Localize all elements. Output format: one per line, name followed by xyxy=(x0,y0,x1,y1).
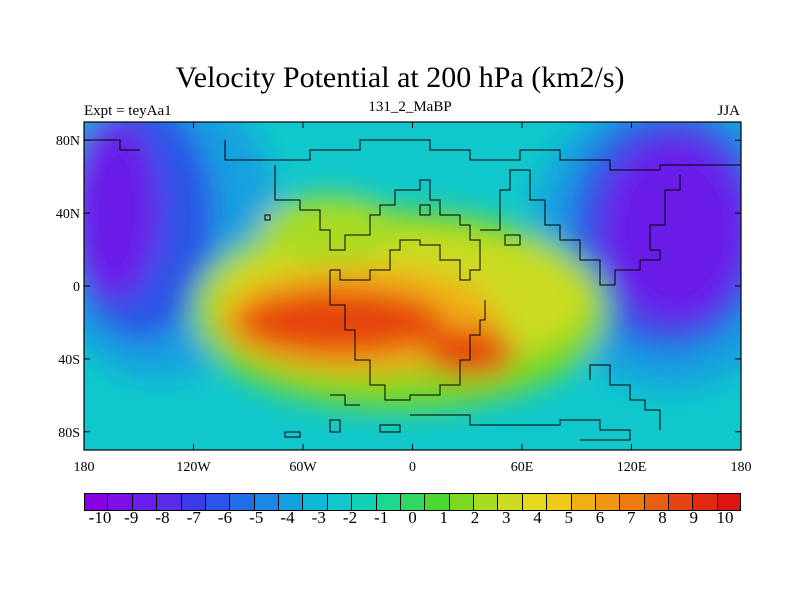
coastlines xyxy=(84,139,741,441)
colorbar-label: -6 xyxy=(217,508,233,527)
y-tick-label: 80S xyxy=(58,426,80,441)
colorbar-label: 9 xyxy=(689,508,699,527)
season-label: JJA xyxy=(717,103,740,119)
colorbar-cell xyxy=(84,493,109,511)
colorbar-cell xyxy=(327,493,353,511)
colorbar-cell xyxy=(376,493,401,511)
colorbar-cell xyxy=(303,493,328,511)
colorbar-cell xyxy=(279,493,304,511)
colorbar-cell xyxy=(571,493,596,511)
colorbar-cell xyxy=(498,493,523,511)
velocity-potential-map: 180 120W 60W 0 60E 120E 180 80N 40N 0 40S 80S xyxy=(56,121,752,475)
colorbar-cell xyxy=(132,493,158,511)
experiment-label: Expt = teyAa1 xyxy=(84,103,172,119)
colorbar-label: 0 xyxy=(408,508,417,527)
colorbar-cell xyxy=(595,493,621,511)
y-tick-label: 0 xyxy=(73,280,80,295)
colorbar-cell xyxy=(425,493,450,511)
y-tick-label: 80N xyxy=(56,134,80,149)
colorbar-label: 1 xyxy=(439,508,449,527)
y-tick-label: 40N xyxy=(56,207,80,222)
colorbar-cell xyxy=(352,493,377,511)
colorbar-cell xyxy=(254,493,279,511)
colorbar-cell xyxy=(547,493,572,511)
x-tick-label: 60W xyxy=(289,460,317,475)
colorbar-cell xyxy=(669,493,694,511)
x-tick-label: 180 xyxy=(731,460,752,475)
colorbar xyxy=(84,493,742,511)
colorbar-label: -10 xyxy=(88,508,112,527)
colorbar-cell xyxy=(157,493,182,511)
colorbar-labels: -10 -9 -8 -7 -6 -5 -4 -3 -2 -1 0 1 2 3 4 5 6 7 8 9 10 xyxy=(0,508,800,532)
x-tick-label: 60E xyxy=(511,460,534,475)
colorbar-label: 6 xyxy=(595,508,605,527)
colorbar-label: 5 xyxy=(564,508,574,527)
colorbar-cell xyxy=(717,493,742,511)
colorbar-label: -3 xyxy=(311,508,326,527)
colorbar-cell xyxy=(181,493,206,511)
colorbar-label: -1 xyxy=(374,508,389,527)
x-tick-label: 120W xyxy=(176,460,211,475)
colorbar-label: -9 xyxy=(124,508,139,527)
colorbar-cell xyxy=(449,493,474,511)
colorbar-label: 7 xyxy=(627,508,636,527)
axis-tick-labels: 180 120W 60W 0 60E 120E 180 80N 40N 0 40S 80S xyxy=(56,134,752,475)
colorbar-label: 10 xyxy=(716,508,734,527)
x-tick-label: 180 xyxy=(74,460,95,475)
colorbar-label: 3 xyxy=(502,508,511,527)
colorbar-label: -2 xyxy=(342,508,358,527)
colorbar-cell xyxy=(620,493,645,511)
y-tick-label: 40S xyxy=(58,353,80,368)
x-tick-label: 120E xyxy=(617,460,647,475)
colorbar-cell xyxy=(474,493,499,511)
colorbar-label: -4 xyxy=(280,508,295,527)
colorbar-cell xyxy=(522,493,548,511)
colorbar-cell xyxy=(108,493,133,511)
contour-field xyxy=(84,122,741,450)
colorbar-label: 8 xyxy=(658,508,667,527)
colorbar-cell xyxy=(644,493,669,511)
run-label: 131_2_MaBP xyxy=(368,99,452,115)
colorbar-label: 2 xyxy=(470,508,480,527)
colorbar-label: -7 xyxy=(186,508,201,527)
page-title: Velocity Potential at 200 hPa (km2/s) xyxy=(175,61,625,94)
colorbar-cell xyxy=(400,493,426,511)
x-tick-label: 0 xyxy=(409,460,416,475)
colorbar-label: -5 xyxy=(249,508,264,527)
axis-ticks xyxy=(83,122,742,450)
colorbar-cell xyxy=(693,493,718,511)
colorbar-label: 4 xyxy=(533,508,542,527)
colorbar-cell xyxy=(205,493,231,511)
colorbar-label: -8 xyxy=(155,508,170,527)
colorbar-cell xyxy=(230,493,255,511)
